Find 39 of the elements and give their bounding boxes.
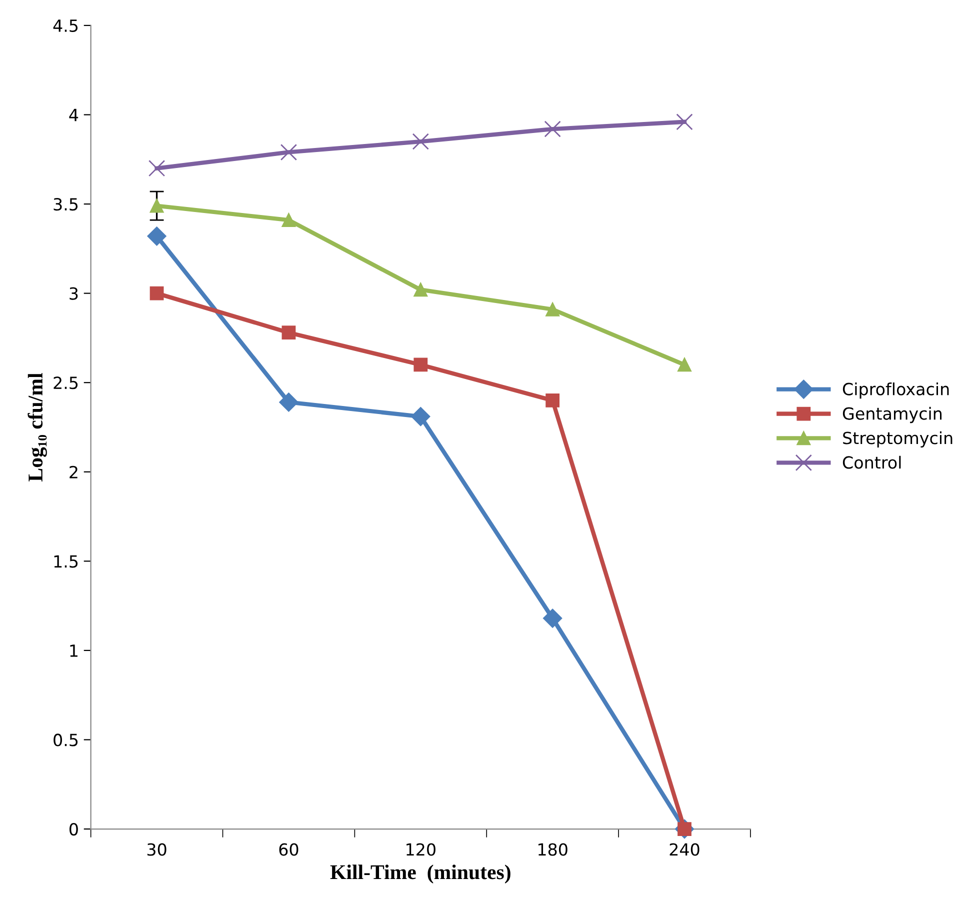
y-tick-label: 3 <box>70 287 78 300</box>
x-axis-title: Kill-Time (minutes) <box>330 864 510 884</box>
y-tick-label: 2.5 <box>54 376 78 390</box>
legend-label: Streptomycin <box>843 431 952 448</box>
x-tick-label: 60 <box>279 843 298 856</box>
y-tick-label: 1.5 <box>54 555 78 568</box>
x-tick-label: 30 <box>147 843 166 856</box>
point <box>676 114 693 130</box>
point <box>148 160 166 177</box>
point <box>411 406 430 426</box>
legend-label: Control <box>842 456 901 469</box>
point <box>147 226 166 246</box>
y-tick-label: 4 <box>69 108 78 122</box>
point <box>544 120 561 138</box>
point <box>282 326 296 340</box>
point <box>546 394 560 408</box>
point <box>150 286 164 300</box>
y-tick-label: 0.5 <box>54 734 78 746</box>
point <box>414 282 428 297</box>
y-tick-label: 1 <box>70 644 78 657</box>
y-tick-label: 3.5 <box>54 198 78 211</box>
point <box>414 358 428 372</box>
point <box>546 302 560 316</box>
point <box>543 608 562 628</box>
legend-label: Ciprofloxacin <box>842 382 949 399</box>
y-tick-label: 4.5 <box>53 20 78 32</box>
point <box>282 213 296 228</box>
y-tick-label: 0 <box>70 822 78 836</box>
x-tick-label: 120 <box>406 843 436 856</box>
point <box>678 358 692 372</box>
y-tick-label: 2 <box>70 466 78 478</box>
legend-label: Gentamycin <box>842 406 942 424</box>
x-tick-label: 240 <box>670 843 700 856</box>
point <box>150 198 164 213</box>
x-tick-label: 180 <box>538 843 568 856</box>
point <box>412 133 429 150</box>
y-axis-title: Log₁₀ cfu/ml <box>28 373 47 482</box>
point <box>279 392 298 412</box>
point <box>280 144 298 161</box>
